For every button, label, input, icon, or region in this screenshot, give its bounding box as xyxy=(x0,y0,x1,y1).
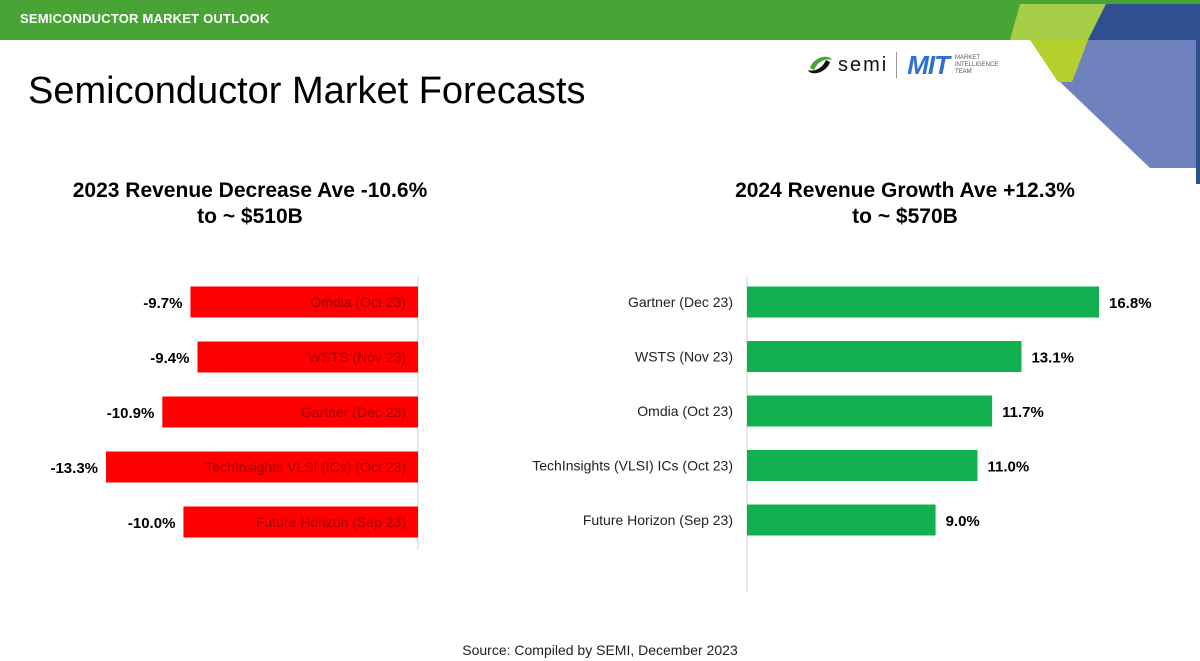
semi-logo-icon xyxy=(808,56,832,74)
data-label: -9.4% xyxy=(150,350,189,367)
bar xyxy=(197,341,418,373)
data-label: -10.0% xyxy=(128,515,176,532)
bar xyxy=(747,341,1022,372)
category-label: TechInsights (VLSI) ICs (Oct 23) xyxy=(532,458,733,474)
semi-logo-text: semi xyxy=(838,53,889,76)
mit-logo-subtitle: MARKET INTELLIGENCE TEAM xyxy=(955,54,999,75)
data-label: 11.0% xyxy=(987,459,1029,476)
category-label: Gartner (Dec 23) xyxy=(301,404,406,420)
data-label: -10.9% xyxy=(107,405,155,422)
data-label: 13.1% xyxy=(1031,350,1074,367)
category-label: WSTS (Nov 23) xyxy=(635,349,733,365)
bar xyxy=(747,395,993,427)
bar xyxy=(747,450,978,481)
chart-2023-revenue-decrease: Omdia (Oct 23) -9.7% WSTS (Nov 23) -9.4% Gar… xyxy=(50,276,419,550)
bar xyxy=(162,396,418,428)
chart-title-2024: 2024 Revenue Growth Ave +12.3% to ~ $570… xyxy=(735,179,1075,228)
category-label: Omdia (Oct 23) xyxy=(310,294,406,310)
category-label: WSTS (Nov 23) xyxy=(308,349,406,365)
category-label: TechInsights VLSI (ICs) (Oct 23) xyxy=(205,459,406,475)
category-label: Future Horizon (Sep 23) xyxy=(583,512,733,528)
section-label: SEMICONDUCTOR MARKET OUTLOOK xyxy=(20,11,270,26)
category-label: Gartner (Dec 23) xyxy=(628,294,733,310)
logo-divider xyxy=(896,52,898,78)
chart-title-2023: 2023 Revenue Decrease Ave -10.6% to ~ $5… xyxy=(72,179,428,228)
bar xyxy=(190,286,418,318)
bar xyxy=(747,504,936,536)
category-label: Omdia (Oct 23) xyxy=(637,403,733,419)
category-label: Future Horizon (Sep 23) xyxy=(256,514,406,530)
data-label: -13.3% xyxy=(50,460,98,477)
mit-logo-text: MIT xyxy=(907,49,950,80)
data-label: 11.7% xyxy=(1002,404,1044,421)
bar xyxy=(183,506,418,538)
source-footnote: Source: Compiled by SEMI, December 2023 xyxy=(462,642,738,658)
bar xyxy=(747,286,1099,318)
data-label: 9.0% xyxy=(946,513,980,530)
header-bar: SEMICONDUCTOR MARKET OUTLOOK xyxy=(0,0,1200,40)
chart-2024-revenue-growth: Gartner (Dec 23) 16.8% WSTS (Nov 23) 13.1% O… xyxy=(532,276,1152,592)
data-label: 16.8% xyxy=(1109,295,1152,312)
bar xyxy=(106,451,418,483)
data-label: -9.7% xyxy=(143,295,182,312)
page-title: Semiconductor Market Forecasts xyxy=(28,70,586,112)
logo-group: semi MIT MARKET INTELLIGENCE TEAM xyxy=(806,50,1015,80)
